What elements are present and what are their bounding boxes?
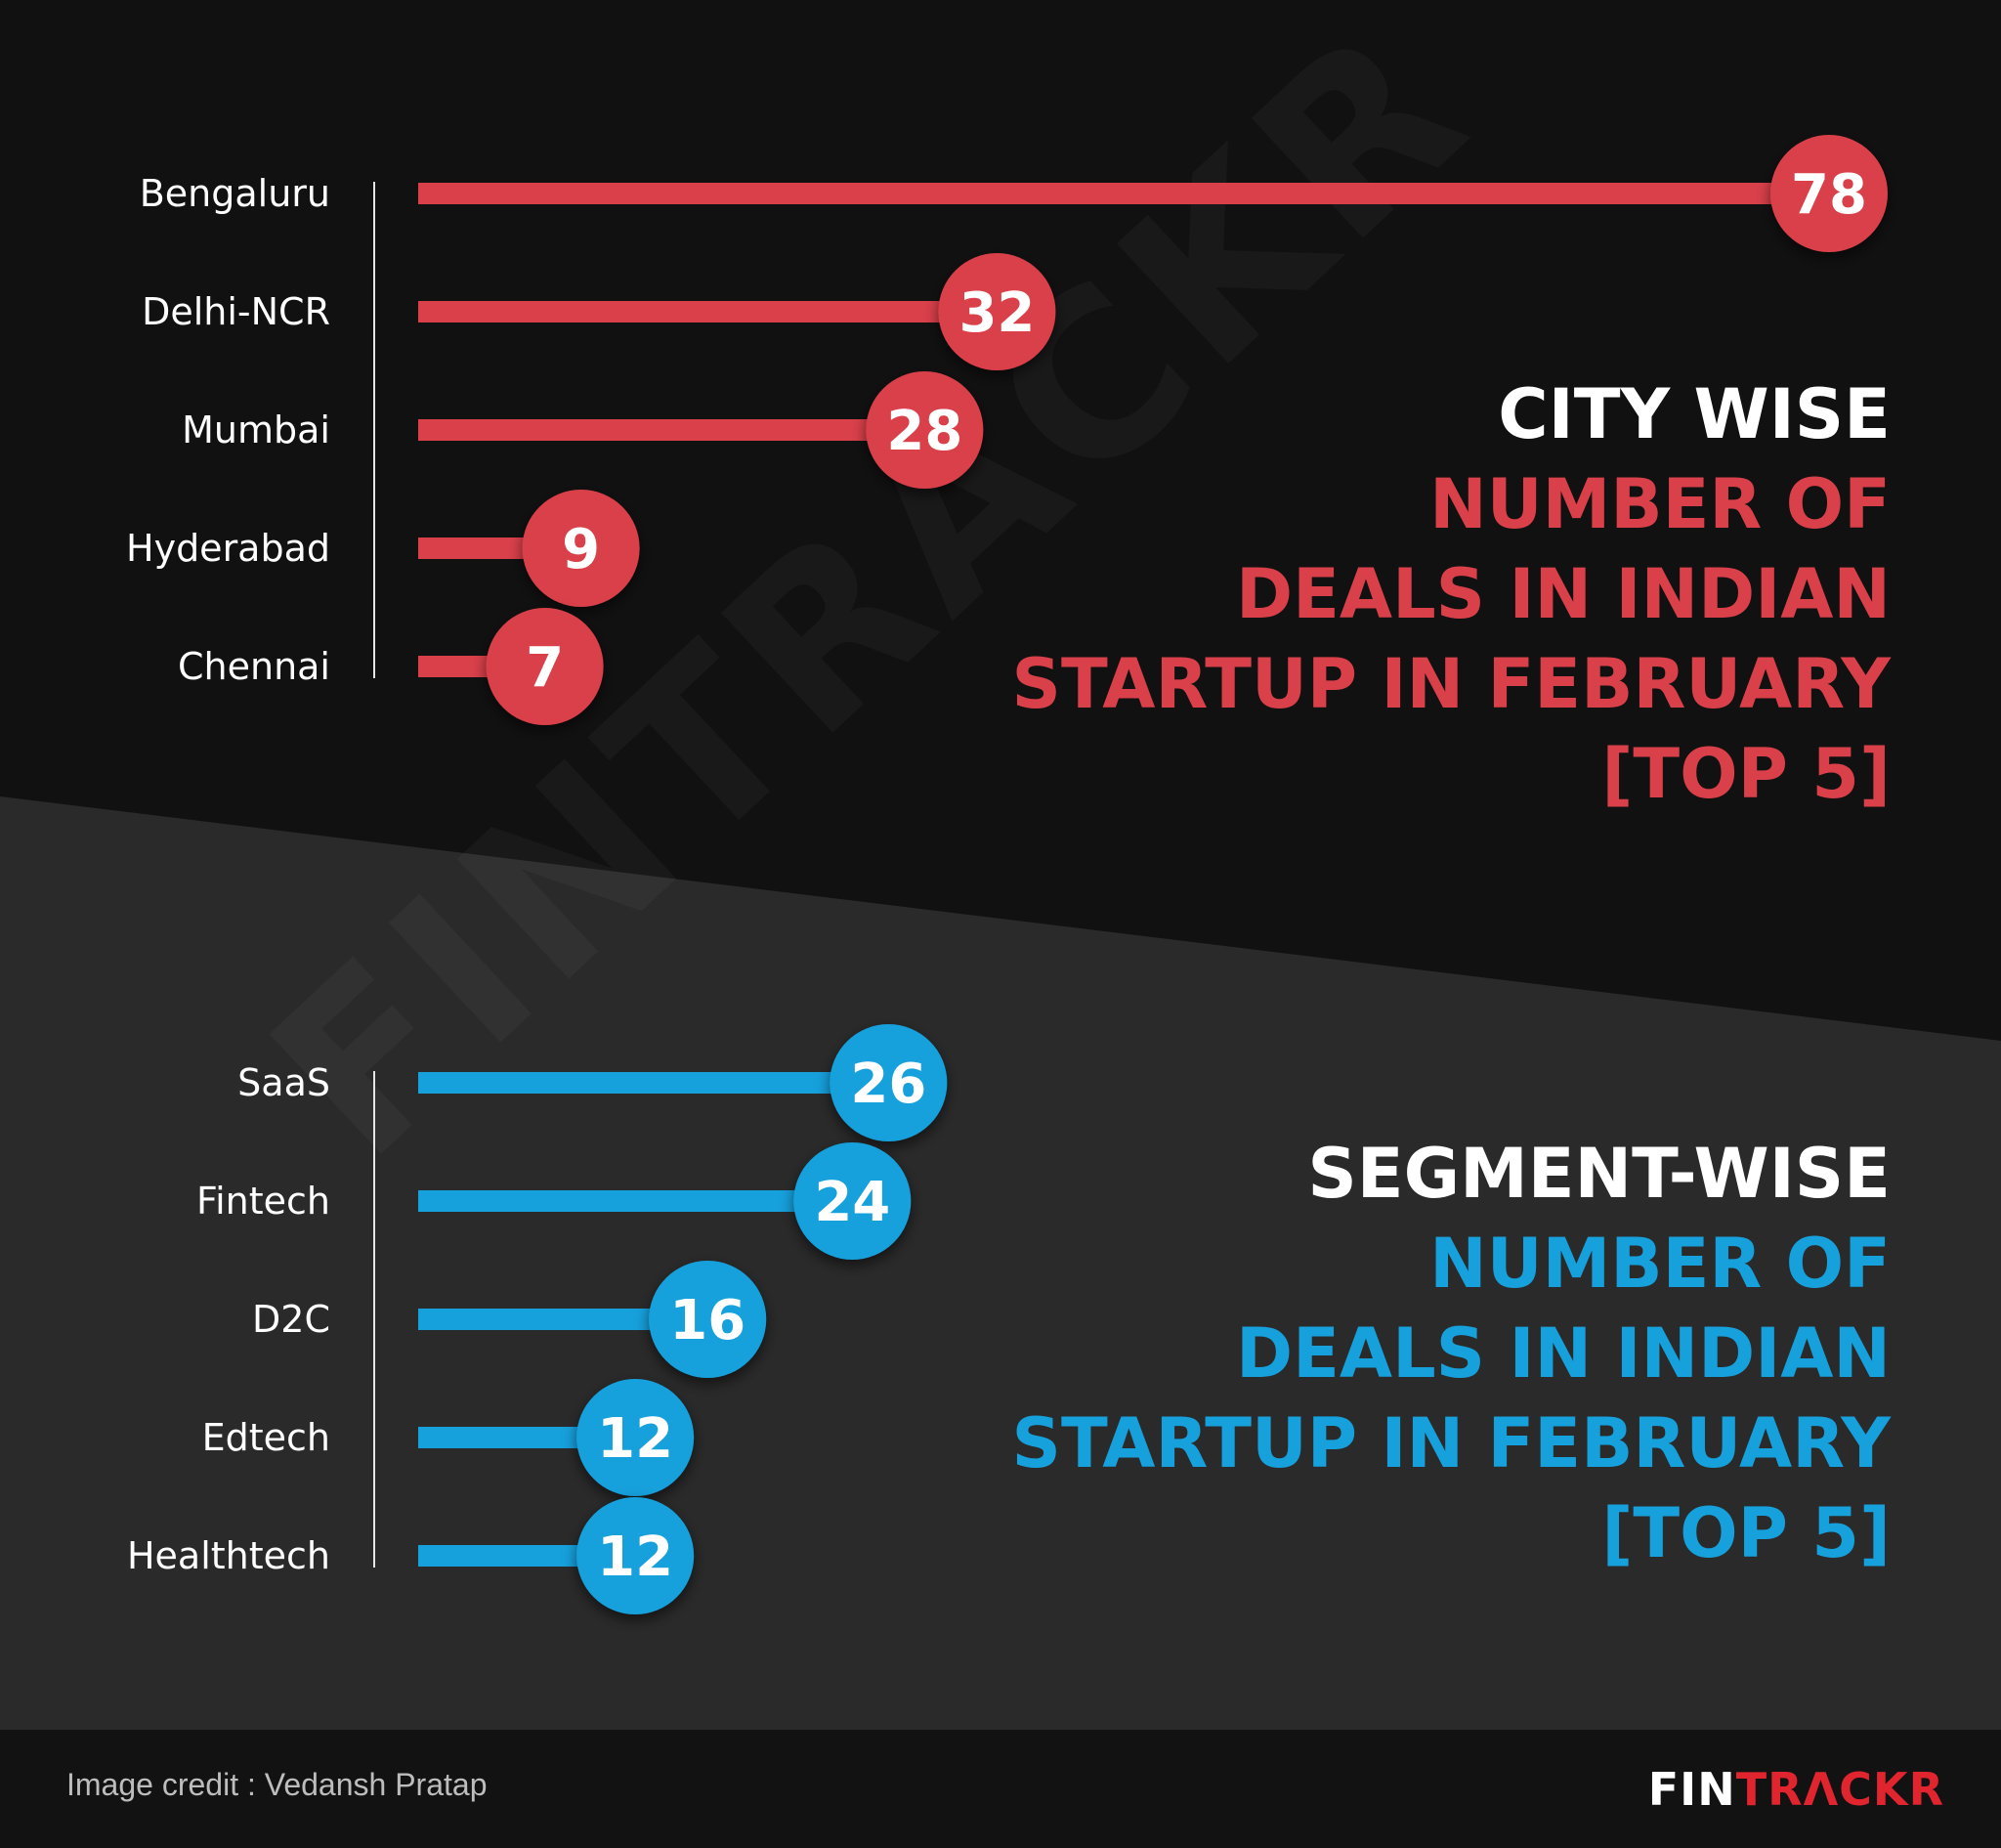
city-value-label: 32	[958, 281, 1035, 345]
segment-category-label: Fintech	[196, 1180, 330, 1223]
segment-value-marker	[649, 1261, 767, 1378]
segment-value-marker	[793, 1142, 912, 1260]
city-bar	[418, 301, 998, 322]
city-category-label: Hyderabad	[126, 527, 330, 570]
logo-text-fin: FIN	[1647, 1763, 1736, 1816]
segment-title-line-5: [TOP 5]	[1601, 1493, 1891, 1573]
city-title-line-5: [TOP 5]	[1601, 734, 1891, 814]
segment-value-marker	[576, 1379, 695, 1496]
city-value-label: 28	[886, 400, 962, 463]
city-value-marker	[866, 371, 984, 489]
segment-bar	[418, 1309, 708, 1330]
segment-value-label: 12	[597, 1407, 673, 1471]
segment-value-marker	[576, 1497, 695, 1614]
image-credit: Image credit : Vedansh Pratap	[66, 1767, 488, 1802]
city-title-line-4: STARTUP IN FEBRUARY	[1011, 644, 1891, 724]
fintrackr-logo: FINTRΛCKR	[1648, 1763, 1944, 1816]
segment-category-label: D2C	[252, 1298, 330, 1341]
segment-value-label: 12	[597, 1526, 673, 1589]
footer-bar	[0, 1730, 2001, 1848]
city-value-marker	[486, 608, 604, 725]
city-category-label: Mumbai	[182, 408, 330, 451]
city-value-label: 9	[562, 518, 600, 581]
city-value-marker	[1770, 135, 1888, 252]
city-chart-title: CITY WISE NUMBER OF DEALS IN INDIAN STAR…	[1012, 369, 1891, 819]
segment-value-marker	[830, 1024, 948, 1141]
segment-chart-title: SEGMENT-WISE NUMBER OF DEALS IN INDIAN S…	[1012, 1129, 1891, 1578]
segment-category-label: Edtech	[202, 1416, 330, 1459]
city-category-label: Chennai	[178, 645, 330, 688]
city-bar	[418, 183, 1829, 204]
segment-bar	[418, 1190, 853, 1212]
segment-value-label: 16	[669, 1289, 745, 1353]
logo-text-trackr: TRΛCKR	[1735, 1763, 1944, 1816]
segment-category-label: Healthtech	[127, 1534, 330, 1577]
background-bottom-panel	[0, 796, 2001, 1730]
city-category-label: Bengaluru	[140, 172, 330, 215]
segment-value-label: 24	[814, 1171, 890, 1234]
segment-category-label: SaaS	[237, 1061, 330, 1104]
city-title-line-1: CITY WISE	[1498, 374, 1891, 454]
city-title-line-3: DEALS IN INDIAN	[1235, 554, 1891, 634]
segment-chart: SaaS 26 Fintech 24 D2C 16 Edtech 12 Healthtech 12	[127, 1024, 948, 1614]
segment-title-line-2: NUMBER OF	[1429, 1224, 1891, 1304]
city-bar	[418, 419, 925, 441]
city-value-marker	[522, 490, 640, 607]
segment-title-line-4: STARTUP IN FEBRUARY	[1011, 1403, 1891, 1483]
segment-title-line-1: SEGMENT-WISE	[1307, 1134, 1891, 1214]
city-value-marker	[938, 253, 1056, 370]
city-chart: Bengaluru 78 Delhi-NCR 32 Mumbai 28 Hyderabad 9…	[126, 135, 1888, 725]
segment-bar	[418, 1072, 889, 1094]
city-category-label: Delhi-NCR	[142, 290, 330, 333]
segment-title-line-3: DEALS IN INDIAN	[1235, 1313, 1891, 1394]
city-value-label: 7	[526, 636, 564, 700]
segment-value-label: 26	[850, 1053, 926, 1116]
city-value-label: 78	[1791, 163, 1867, 227]
city-title-line-2: NUMBER OF	[1429, 464, 1891, 544]
